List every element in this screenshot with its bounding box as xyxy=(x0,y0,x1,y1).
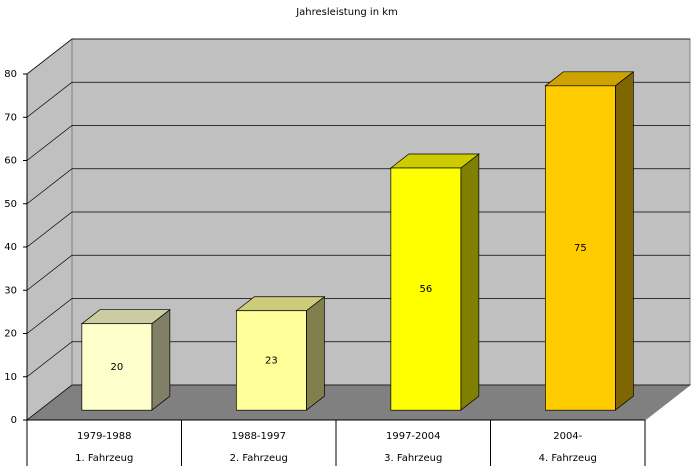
y-tick-label: 60 xyxy=(4,156,17,167)
x-group-label: 2. Fahrzeug xyxy=(230,453,288,464)
bar-side xyxy=(306,296,325,411)
y-tick-label: 80 xyxy=(4,69,17,80)
grid-line xyxy=(26,168,690,205)
bar xyxy=(81,323,153,411)
bar xyxy=(390,167,462,411)
grid-line xyxy=(26,341,690,378)
bar xyxy=(236,310,307,411)
x-group-label: 3. Fahrzeug xyxy=(384,453,442,464)
data-label: 23 xyxy=(265,355,278,366)
data-label: 56 xyxy=(419,284,432,295)
data-label: 20 xyxy=(110,362,123,373)
y-tick-label: 0 xyxy=(11,415,17,426)
bar xyxy=(544,85,616,411)
y-tick-label: 40 xyxy=(4,242,17,253)
x-group-label: 4. Fahrzeug xyxy=(539,453,597,464)
grid-line xyxy=(26,38,690,75)
y-tick-label: 20 xyxy=(4,329,17,340)
data-label: 75 xyxy=(574,243,587,254)
grid-line xyxy=(26,81,690,118)
bar-side xyxy=(460,153,480,411)
bar-side xyxy=(151,308,171,411)
y-tick-label: 70 xyxy=(4,112,17,123)
grid-line xyxy=(26,384,690,421)
grid-line xyxy=(26,211,690,248)
grid-line xyxy=(26,298,690,334)
x-tick-label: 1988-1997 xyxy=(231,431,286,442)
x-tick-label: 2004- xyxy=(553,431,582,442)
y-tick-label: 10 xyxy=(4,372,17,383)
grid-line xyxy=(26,125,690,161)
y-tick-label: 30 xyxy=(4,285,17,296)
x-tick-label: 1979-1988 xyxy=(77,431,132,442)
grid-line xyxy=(26,254,690,291)
y-tick-label: 50 xyxy=(4,199,17,210)
chart-title: Jahresleistung in km xyxy=(295,7,398,18)
bar-side xyxy=(614,71,634,411)
x-group-label: 1. Fahrzeug xyxy=(75,453,133,464)
x-tick-label: 1997-2004 xyxy=(386,431,441,442)
